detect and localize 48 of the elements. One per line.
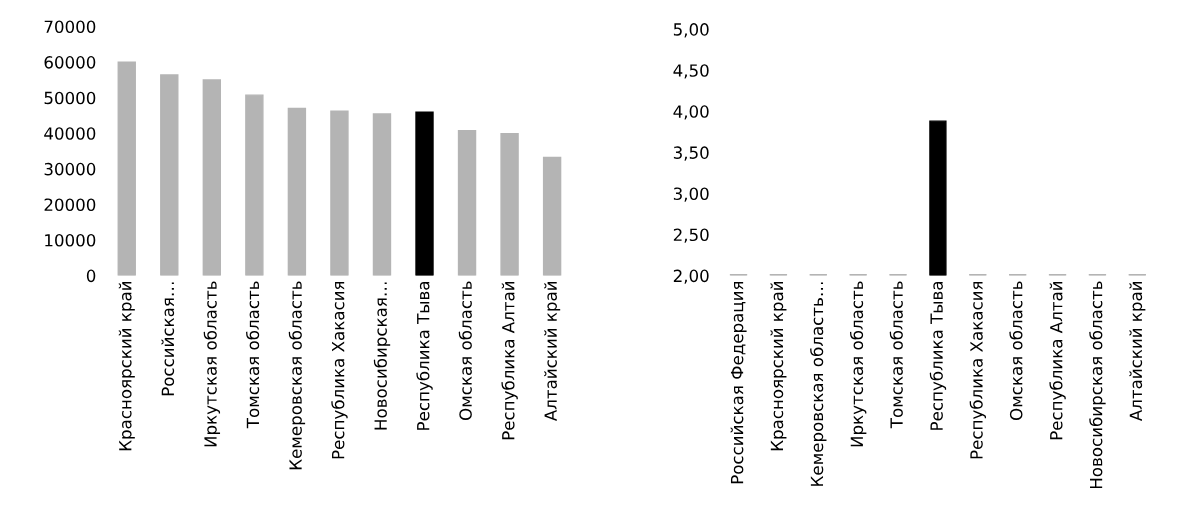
- x-tick-label: Республика Хакасия: [969, 281, 986, 459]
- x-tick-label: Республика Алтай: [1049, 281, 1066, 440]
- x-tick-label: Новосибирская область: [1089, 281, 1106, 489]
- x-tick-label: Республика Хакасия: [331, 281, 348, 459]
- x-tick-label: Кемеровская область: [288, 281, 306, 470]
- x-tick-label: Алтайский край: [544, 281, 561, 422]
- bar: [542, 156, 562, 276]
- y-tick-label: 60000: [44, 56, 96, 69]
- x-tick-label: Иркутская область: [849, 281, 867, 447]
- y-tick-label: 30000: [44, 162, 96, 176]
- y-tick-label: 4,50: [673, 64, 709, 79]
- y-tick-label: 3,50: [673, 146, 709, 161]
- bar: [160, 74, 179, 276]
- x-tick-label: Омская область: [458, 281, 472, 421]
- x-tick-label: Омская область: [1009, 281, 1023, 421]
- y-tick-label: 40000: [44, 127, 96, 140]
- y-tick-label: 70000: [44, 20, 96, 34]
- bar: [202, 79, 222, 276]
- bar: [117, 61, 136, 276]
- x-tick-label: Красноярский край: [118, 281, 135, 451]
- x-tick-label: Республика Тыва: [416, 281, 433, 430]
- bar: [372, 113, 392, 276]
- bar: [415, 111, 434, 276]
- x-tick-label: Российская…: [161, 282, 175, 396]
- x-tick-label: Российская Федерация: [730, 281, 747, 484]
- y-tick-label: 2,50: [673, 228, 709, 243]
- bar: [457, 130, 477, 276]
- x-tick-label: Кемеровская область…: [810, 282, 827, 486]
- y-tick-label: 10000: [45, 233, 96, 247]
- x-tick-label: Красноярский край: [770, 281, 787, 451]
- x-tick-label: Республика Алтай: [501, 281, 518, 440]
- bar: [245, 94, 264, 276]
- y-tick-label: 50000: [44, 91, 96, 105]
- x-tick-label: Томская область: [889, 281, 903, 429]
- y-tick-label: 2,00: [673, 269, 709, 284]
- bar: [287, 107, 307, 276]
- bar: [500, 132, 519, 276]
- y-tick-label: 0: [86, 269, 96, 283]
- x-tick-label: Новосибирская…: [373, 282, 391, 430]
- y-tick-label: 4,00: [673, 105, 709, 120]
- x-tick-label: Томская область: [246, 281, 260, 429]
- y-tick-label: 5,00: [673, 23, 709, 38]
- y-tick-label: 3,00: [673, 187, 709, 202]
- x-tick-label: Алтайский край: [1129, 281, 1146, 422]
- x-tick-label: Республика Тыва: [929, 281, 947, 430]
- bar: [330, 110, 349, 276]
- x-tick-label: Иркутская область: [203, 281, 221, 447]
- y-tick-label: 20000: [44, 198, 96, 211]
